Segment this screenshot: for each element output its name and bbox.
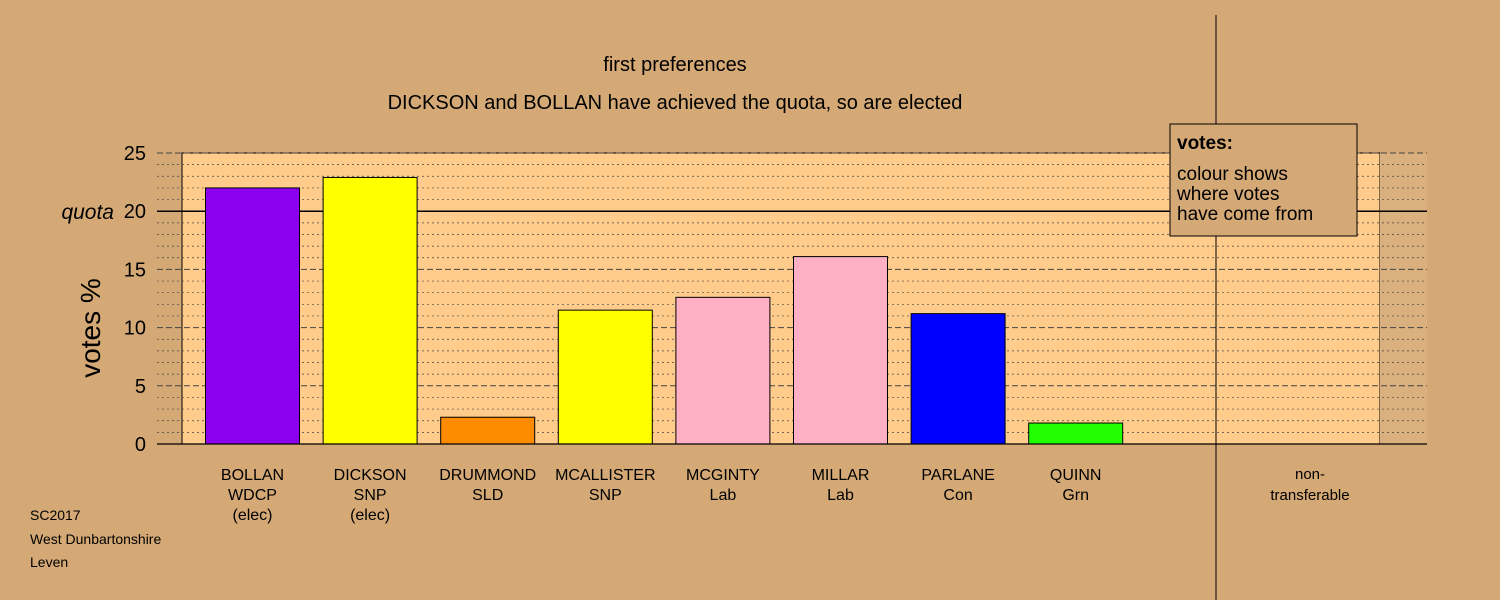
- chart-subtitle: DICKSON and BOLLAN have achieved the quo…: [388, 92, 963, 114]
- legend-line-1: colour shows: [1177, 164, 1288, 185]
- category-label: Grn: [1062, 487, 1089, 504]
- category-label: DRUMMOND: [439, 467, 536, 484]
- legend-line-2: where votes: [1176, 184, 1279, 205]
- category-label: PARLANE: [921, 467, 995, 484]
- y-tick-label: 5: [135, 376, 146, 398]
- bars: [205, 176, 1124, 445]
- category-label: BOLLAN: [221, 467, 284, 484]
- y-tick-label: 0: [135, 434, 146, 456]
- bar: [205, 187, 300, 445]
- category-label: MCGINTY: [686, 467, 760, 484]
- category-label: Con: [943, 487, 972, 504]
- footer-line-2: West Dunbartonshire: [30, 531, 161, 547]
- category-label: SNP: [589, 487, 622, 504]
- y-axis-label: votes %: [75, 278, 106, 378]
- legend-title: votes:: [1177, 133, 1233, 154]
- category-labels: BOLLAN WDCP (elec) DICKSON SNP (elec) DRUMMOND…: [221, 466, 1350, 524]
- y-tick-label: 25: [124, 143, 146, 165]
- bar: [793, 256, 888, 445]
- category-label: Lab: [710, 487, 737, 504]
- legend-line-3: have come from: [1177, 204, 1313, 225]
- quota-label: quota: [61, 201, 114, 224]
- bar: [322, 176, 418, 445]
- chart-title: first preferences: [603, 54, 746, 76]
- bar: [910, 313, 1006, 445]
- footer: SC2017 West Dunbartonshire Leven: [30, 507, 161, 570]
- category-label: WDCP: [228, 487, 277, 504]
- bar: [675, 296, 771, 445]
- y-tick-label: 10: [124, 318, 146, 340]
- legend-box: [1169, 123, 1358, 237]
- category-label: (elec): [232, 507, 272, 524]
- nontransferable-label: non-: [1295, 466, 1325, 483]
- category-label: SLD: [472, 487, 503, 504]
- y-tick-label: 20: [124, 201, 146, 223]
- nontransferable-label: transferable: [1270, 487, 1349, 504]
- y-tick-label: 15: [124, 259, 146, 281]
- legend: votes: colour shows where votes have com…: [1169, 123, 1358, 237]
- category-label: DICKSON: [334, 467, 407, 484]
- footer-line-3: Leven: [30, 554, 68, 570]
- category-label: QUINN: [1050, 467, 1102, 484]
- axes: 0 5 10 15 20 25: [124, 15, 1427, 600]
- bar: [1028, 422, 1124, 445]
- category-label: (elec): [350, 507, 390, 524]
- category-label: MILLAR: [812, 467, 870, 484]
- footer-line-1: SC2017: [30, 507, 81, 523]
- category-label: SNP: [354, 487, 387, 504]
- bar: [440, 416, 536, 445]
- margin-area: [1380, 153, 1427, 444]
- category-label: Lab: [827, 487, 854, 504]
- bar: [557, 309, 653, 445]
- category-label: MCALLISTER: [555, 467, 655, 484]
